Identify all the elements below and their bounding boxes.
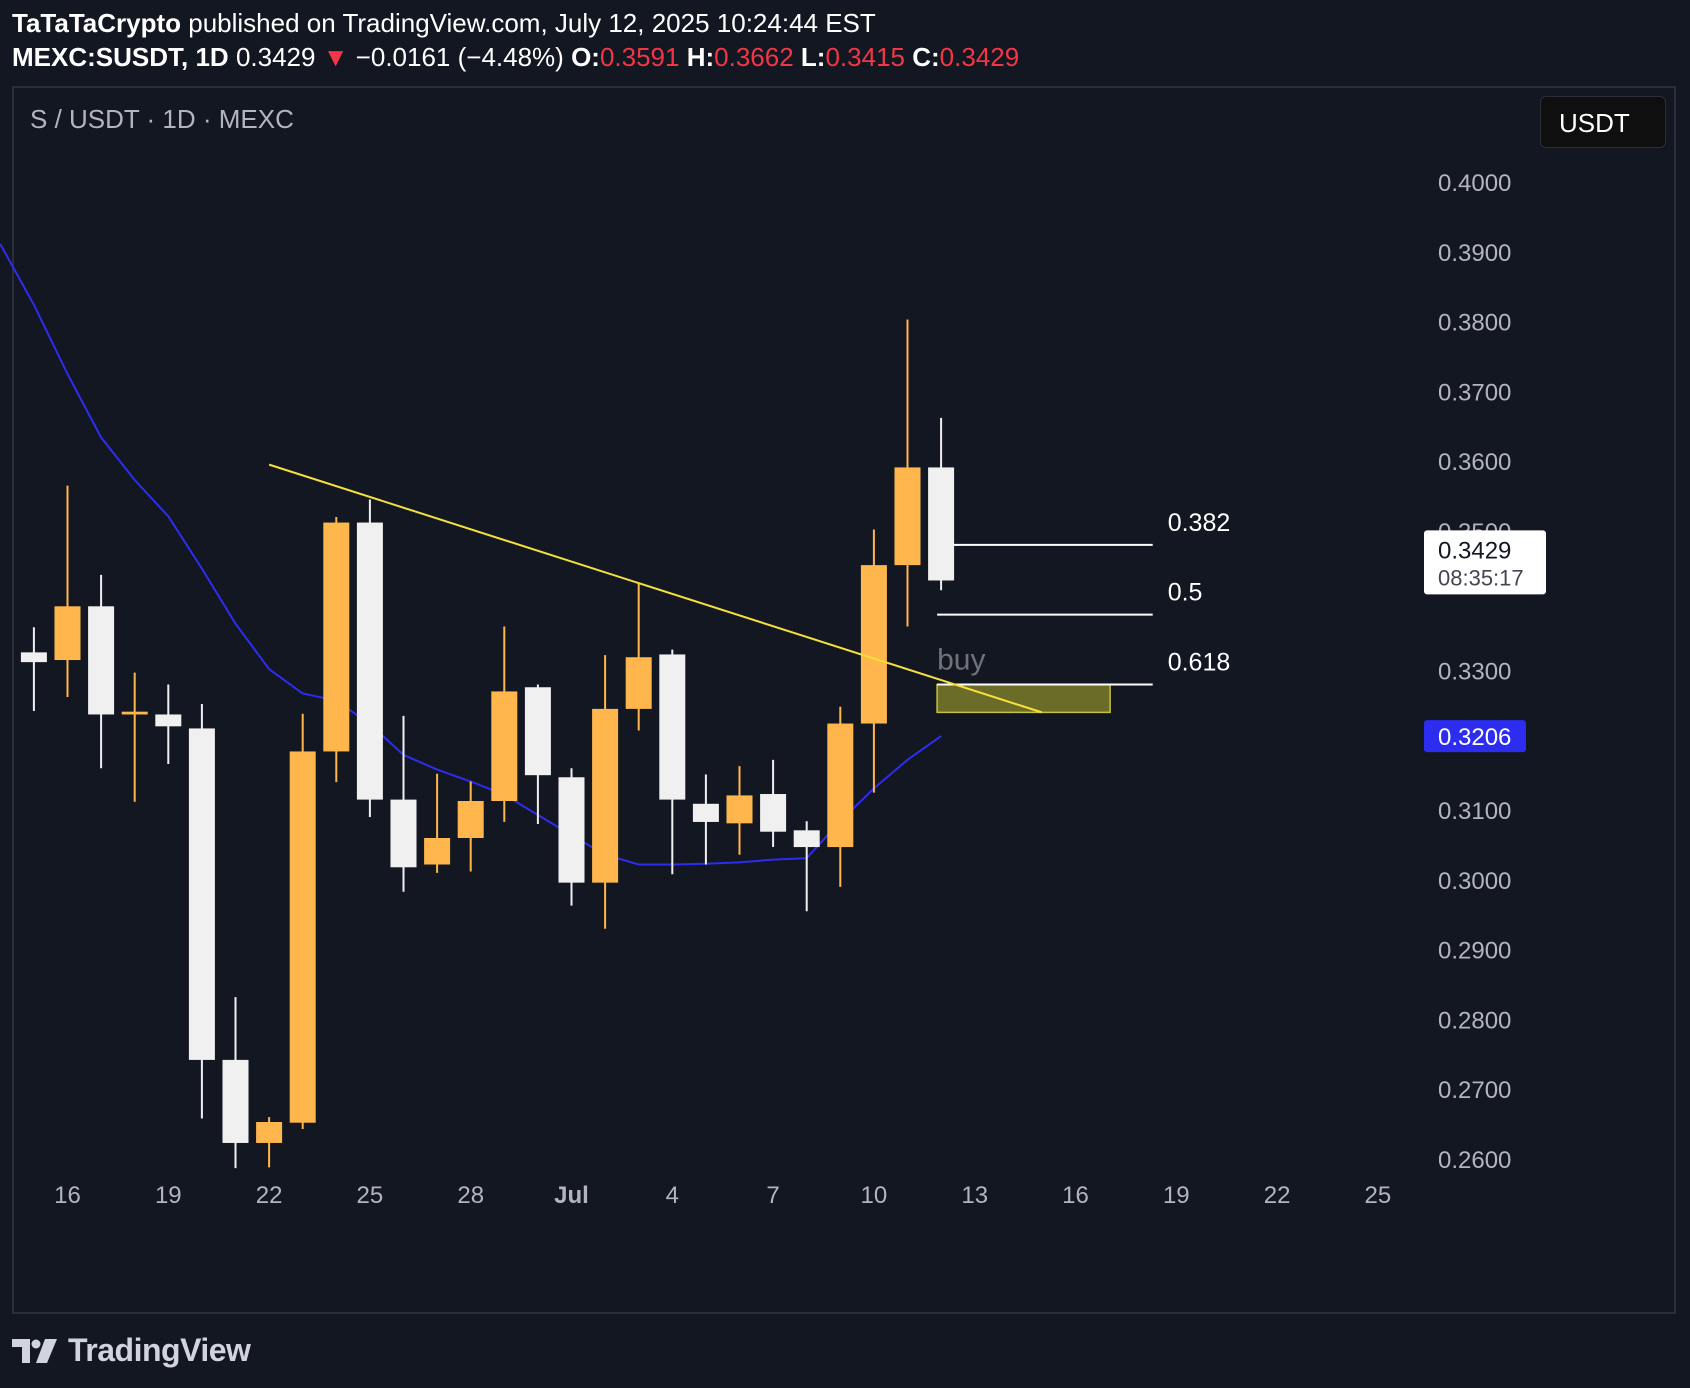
- x-tick-label: 4: [666, 1182, 679, 1209]
- chart-header: TaTaTaCrypto published on TradingView.co…: [12, 6, 1678, 74]
- header-line-1: TaTaTaCrypto published on TradingView.co…: [12, 6, 1678, 40]
- candle-body: [558, 777, 585, 883]
- candle-body: [20, 652, 47, 663]
- y-tick-label: 0.3600: [1438, 449, 1511, 476]
- fib-level-label: 0.382: [1168, 509, 1231, 537]
- candle-body: [860, 565, 887, 724]
- down-arrow-icon: ▼: [322, 42, 349, 72]
- candle-body: [726, 795, 753, 824]
- candle-body: [659, 654, 686, 800]
- candle-body: [188, 728, 215, 1060]
- header-line-2: MEXC:SUSDT, 1D 0.3429 ▼ −0.0161 (−4.48%)…: [12, 40, 1678, 74]
- open-label: O:: [571, 42, 600, 72]
- buy-zone-label: buy: [937, 643, 985, 676]
- x-tick-label: Jul: [554, 1182, 589, 1209]
- x-tick-label: 28: [457, 1182, 484, 1209]
- candle-body: [625, 657, 652, 709]
- x-tick-label: 19: [155, 1182, 182, 1209]
- high-label: H:: [686, 42, 715, 72]
- trendline: [268, 463, 1043, 714]
- last-price-tag-timer: 08:35:17: [1438, 565, 1524, 590]
- last-price-tag: [1424, 530, 1546, 595]
- low-label: L:: [800, 42, 826, 72]
- published-text: published on TradingView.com, July 12, 2…: [188, 8, 876, 38]
- last-price: 0.3429: [235, 42, 316, 72]
- y-tick-label: 0.3700: [1438, 379, 1511, 406]
- candle-body: [592, 708, 619, 883]
- y-tick-label: 0.2900: [1438, 938, 1511, 965]
- candle-body: [88, 606, 115, 715]
- candle-body: [692, 803, 719, 822]
- last-price-tag-value: 0.3429: [1438, 537, 1511, 564]
- open-value: 0.3591: [599, 42, 680, 72]
- close-value: 0.3429: [939, 42, 1020, 72]
- y-tick-label: 0.3000: [1438, 868, 1511, 895]
- candle-body: [760, 794, 787, 832]
- candle-body: [524, 687, 551, 776]
- x-tick-label: 7: [766, 1182, 779, 1209]
- tradingview-logo-text: TradingView: [68, 1332, 251, 1368]
- y-tick-label: 0.3300: [1438, 659, 1511, 686]
- candle-body: [356, 522, 383, 800]
- x-tick-label: 10: [861, 1182, 888, 1209]
- y-tick-label: 0.3800: [1438, 310, 1511, 337]
- close-label: C:: [912, 42, 940, 72]
- x-tick-label: 25: [357, 1182, 384, 1209]
- candle-body: [121, 711, 148, 715]
- buy-zone-box: [936, 683, 1111, 714]
- chart-pane[interactable]: [12, 86, 1676, 1314]
- x-tick-label: 16: [54, 1182, 81, 1209]
- candle-body: [894, 467, 921, 566]
- y-tick-label: 0.2800: [1438, 1007, 1511, 1034]
- y-tick-label: 0.3100: [1438, 798, 1511, 825]
- symbol-label: MEXC:SUSDT, 1D: [12, 42, 229, 72]
- y-tick-label: 0.3900: [1438, 240, 1511, 267]
- moving-average-line: [0, 243, 942, 866]
- candle-body: [928, 467, 955, 581]
- candle-body: [323, 522, 350, 752]
- candle-body: [222, 1059, 249, 1143]
- candle-body: [289, 751, 316, 1123]
- x-tick-label: 13: [961, 1182, 988, 1209]
- candle-body: [491, 691, 518, 801]
- candle-body: [390, 799, 417, 868]
- author-name[interactable]: TaTaTaCrypto: [12, 8, 182, 38]
- x-tick-label: 16: [1062, 1182, 1089, 1209]
- candle-body: [424, 837, 451, 865]
- candle-body: [793, 830, 820, 848]
- tradingview-logo[interactable]: TradingView: [12, 1332, 251, 1369]
- tradingview-logo-icon: [12, 1338, 57, 1363]
- price-change: −0.0161 (−4.48%): [355, 42, 564, 72]
- currency-button[interactable]: USDT: [1540, 96, 1666, 148]
- x-tick-label: 22: [1264, 1182, 1291, 1209]
- y-tick-label: 0.2600: [1438, 1147, 1511, 1174]
- candle-body: [155, 714, 182, 727]
- candle-body: [54, 606, 81, 661]
- high-value: 0.3662: [714, 42, 794, 72]
- low-value: 0.3415: [825, 42, 905, 72]
- chart-symbol-title: S / USDT · 1D · MEXC: [30, 104, 294, 134]
- y-tick-label: 0.4000: [1438, 170, 1511, 197]
- moving-average-price-value: 0.3206: [1438, 724, 1511, 751]
- candle-body: [827, 723, 854, 848]
- x-tick-label: 25: [1365, 1182, 1392, 1209]
- y-tick-label: 0.2700: [1438, 1077, 1511, 1104]
- candle-body: [256, 1122, 283, 1143]
- x-tick-label: 19: [1163, 1182, 1190, 1209]
- candle-body: [457, 800, 484, 838]
- moving-average-price-tag: [1424, 720, 1526, 753]
- fib-level-label: 0.5: [1168, 579, 1203, 607]
- fib-level-label: 0.618: [1168, 648, 1231, 676]
- x-tick-label: 22: [256, 1182, 283, 1209]
